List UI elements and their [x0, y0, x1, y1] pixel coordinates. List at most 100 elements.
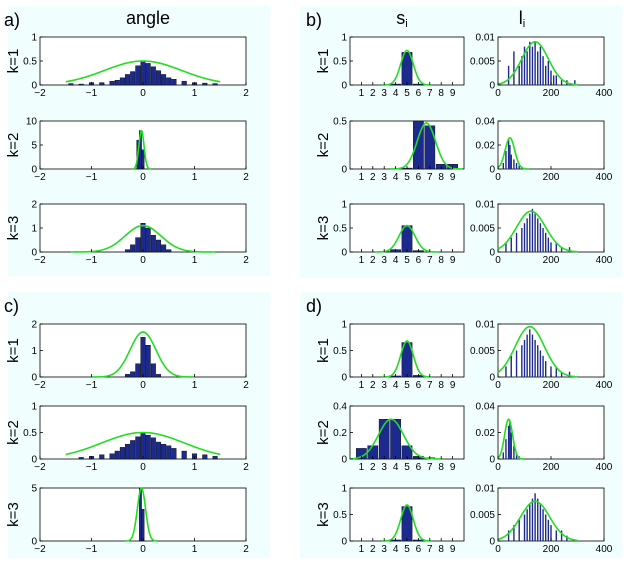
x-tick-label: 7	[427, 462, 433, 473]
subplot-c-10: −2 −1 0 1 2 0 0.5 1 k=2	[5, 402, 249, 474]
x-tick-label: −1	[86, 88, 98, 99]
histogram-bar	[99, 82, 105, 86]
x-tick-label: 0	[495, 172, 501, 183]
subplot-b-4: 1 2 3 4 5 6 7 8 9 0 0.5k=2	[315, 117, 465, 183]
y-tick-label: 0.04	[476, 402, 496, 413]
x-tick-label: 8	[438, 544, 444, 555]
x-tick-label: 9	[450, 88, 456, 99]
x-tick-label: 6	[416, 544, 422, 555]
x-tick-label: 9	[450, 255, 456, 266]
row-label: k=2	[5, 133, 22, 158]
subplot-d-14: 1 2 3 4 5 6 7 8 900.51k=3	[315, 484, 465, 555]
x-tick-label: 1	[192, 380, 198, 391]
histogram-bar	[212, 456, 218, 460]
histogram-bar	[150, 363, 156, 378]
y-tick-label: 0.005	[470, 57, 495, 68]
column-title-l-main: l	[519, 8, 523, 28]
histogram-bar	[125, 443, 131, 460]
column-title-s-main: s	[396, 8, 405, 28]
x-tick-label: 6	[416, 462, 422, 473]
x-tick-label: 1	[192, 462, 198, 473]
subplot-d-16: 0 200 400 0 0.02 0.04	[476, 402, 613, 474]
x-tick-label: 1	[192, 544, 198, 555]
gaussian-fit-curve	[497, 210, 578, 253]
histogram-bar	[390, 419, 401, 460]
histogram-bar	[161, 443, 167, 460]
column-title-l-subscript: i	[523, 18, 525, 30]
row-label: k=3	[5, 502, 22, 527]
histogram-bar	[109, 453, 115, 460]
x-tick-label: 8	[438, 462, 444, 473]
x-tick-label: 1	[359, 172, 365, 183]
x-tick-label: −1	[86, 255, 98, 266]
histogram-bar	[155, 441, 161, 460]
y-tick-label: 5	[31, 484, 37, 495]
x-tick-label: 2	[370, 255, 376, 266]
x-tick-label: 3	[381, 462, 387, 473]
row-label: k=3	[5, 216, 22, 241]
histogram-bar	[166, 77, 172, 86]
x-tick-label: 2	[243, 544, 249, 555]
x-tick-label: 7	[427, 380, 433, 391]
row-label: k=2	[315, 420, 332, 445]
x-tick-label: 3	[381, 380, 387, 391]
panel-label-b: b)	[306, 10, 322, 30]
gaussian-fit-curve	[497, 136, 529, 170]
x-tick-label: −2	[34, 380, 46, 391]
x-tick-label: 7	[427, 255, 433, 266]
x-tick-label: 0	[140, 172, 146, 183]
y-tick-label: 0	[489, 81, 495, 92]
x-tick-label: 2	[370, 462, 376, 473]
histogram-bar	[125, 374, 131, 378]
gaussian-fit-curve	[497, 325, 578, 378]
x-tick-label: 5	[404, 462, 410, 473]
x-tick-label: 5	[404, 544, 410, 555]
subplot-d-17: 0 200 400 0 0.005 0.01	[470, 484, 613, 556]
gaussian-fit-curve	[70, 224, 216, 253]
y-tick-label: 0.005	[470, 510, 495, 521]
x-tick-label: 8	[438, 172, 444, 183]
y-tick-label: 0.2	[333, 428, 347, 439]
panel-label-a: a)	[4, 10, 20, 30]
y-tick-label: 0	[489, 537, 495, 548]
gaussian-fit-curve	[497, 418, 525, 460]
x-tick-label: 2	[370, 172, 376, 183]
y-tick-label: 0.5	[23, 57, 37, 68]
row-label: k=3	[315, 216, 332, 241]
row-label: k=2	[5, 420, 22, 445]
x-tick-label: 6	[416, 172, 422, 183]
y-tick-label: 0	[341, 373, 347, 384]
subplot-d-12: 1 2 3 4 5 6 7 8 900.51k=1	[315, 320, 465, 391]
histogram-bar	[202, 82, 208, 86]
histogram-bar	[114, 79, 120, 86]
y-tick-label: 0.5	[333, 346, 347, 357]
histogram-bar	[130, 371, 136, 378]
panel-label-d: d)	[306, 296, 322, 316]
x-tick-label: 5	[404, 88, 410, 99]
histogram-bar	[424, 125, 436, 170]
histogram-bar	[125, 249, 131, 253]
x-tick-label: 4	[393, 172, 399, 183]
histogram-bar	[145, 227, 151, 253]
histogram-bar	[78, 457, 84, 460]
histogram-bar	[140, 432, 146, 460]
histogram-bar	[202, 454, 208, 460]
x-tick-label: 8	[438, 255, 444, 266]
x-tick-label: 400	[596, 544, 613, 555]
histogram-bar	[78, 83, 84, 86]
x-tick-label: 400	[596, 88, 613, 99]
gaussian-fit-curve	[497, 41, 578, 86]
x-tick-label: 400	[596, 255, 613, 266]
x-tick-label: 7	[427, 172, 433, 183]
x-tick-label: 2	[243, 462, 249, 473]
y-tick-label: 0	[31, 537, 37, 548]
y-tick-label: 0	[341, 165, 347, 176]
x-tick-label: 400	[596, 380, 613, 391]
panel-backgrounds	[8, 6, 622, 558]
gaussian-fit-curve	[497, 500, 578, 542]
histogram-bar	[166, 445, 172, 460]
x-tick-label: 0	[495, 255, 501, 266]
x-tick-label: 4	[393, 462, 399, 473]
subplot-c-11: −2 −1 0 1 2 0 5 k=3	[5, 484, 249, 556]
y-tick-label: 1	[31, 346, 37, 357]
